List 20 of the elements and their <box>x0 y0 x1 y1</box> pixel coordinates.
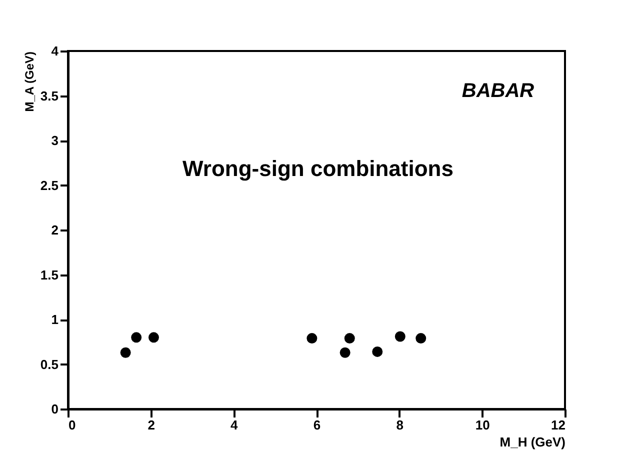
x-tick-label: 10 <box>475 418 490 432</box>
x-tick-label: 2 <box>148 418 155 432</box>
y-tick-label: 2 <box>51 222 58 238</box>
y-tick-label: 3.5 <box>40 88 58 104</box>
x-tick-label: 8 <box>396 418 404 432</box>
x-tick-label: 6 <box>313 418 321 432</box>
x-tick-label: 0 <box>68 418 76 432</box>
y-tick-label: 1 <box>51 312 58 327</box>
y-axis-title: M_A (GeV) <box>22 52 36 112</box>
y-tick-label: 1.5 <box>40 267 58 282</box>
y-tick-label: 2.5 <box>40 178 58 193</box>
annotation: BABAR <box>462 80 535 102</box>
x-tick-label: 12 <box>551 418 566 432</box>
annotation: Wrong-sign combinations <box>182 156 454 181</box>
y-tick-label: 0.5 <box>40 356 58 372</box>
y-tick-label: 4 <box>51 44 60 58</box>
x-tick-label: 4 <box>230 418 239 432</box>
y-tick-label: 3 <box>51 133 58 148</box>
y-tick-label: 0 <box>51 402 58 416</box>
x-axis-title: M_H (GeV) <box>500 434 566 450</box>
